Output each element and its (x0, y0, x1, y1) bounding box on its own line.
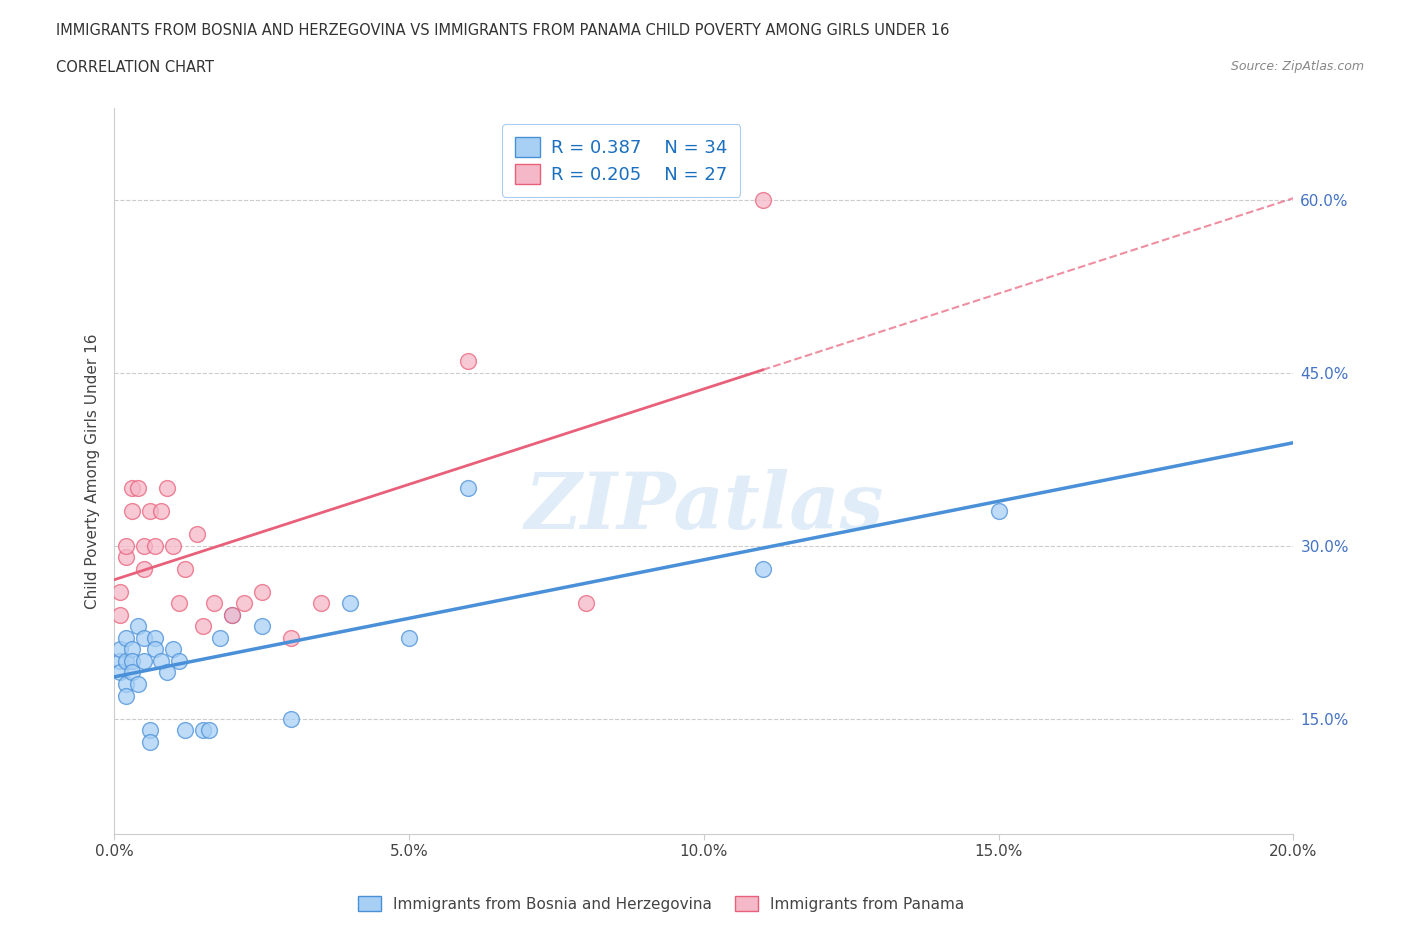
Point (150, 654, 173, 669)
Point (108, 665, 131, 680)
Point (339, 596, 361, 611)
Point (145, 642, 167, 657)
Point (138, 723, 160, 737)
Text: CORRELATION CHART: CORRELATION CHART (56, 60, 214, 75)
Point (150, 504, 173, 519)
Point (309, 596, 332, 611)
Point (132, 654, 155, 669)
Point (127, 481, 149, 496)
Point (221, 607, 243, 622)
Point (121, 654, 143, 669)
Point (121, 504, 143, 519)
Text: IMMIGRANTS FROM BOSNIA AND HERZEGOVINA VS IMMIGRANTS FROM PANAMA CHILD POVERTY A: IMMIGRANTS FROM BOSNIA AND HERZEGOVINA V… (56, 23, 949, 38)
Point (156, 665, 179, 680)
Point (457, 481, 479, 496)
Point (108, 654, 131, 669)
Point (132, 538, 155, 553)
Point (280, 711, 302, 726)
Point (108, 607, 131, 622)
Point (221, 607, 243, 622)
Point (115, 550, 138, 565)
Point (138, 734, 160, 749)
Point (167, 596, 190, 611)
Point (209, 631, 232, 645)
Point (197, 723, 219, 737)
Point (127, 619, 149, 634)
Point (145, 538, 167, 553)
Point (108, 584, 131, 599)
Point (167, 654, 190, 669)
Point (575, 596, 598, 611)
Point (108, 642, 131, 657)
Point (186, 526, 208, 541)
Point (121, 665, 143, 680)
Point (174, 723, 197, 737)
Point (162, 642, 184, 657)
Y-axis label: Child Poverty Among Girls Under 16: Child Poverty Among Girls Under 16 (86, 333, 100, 608)
Point (145, 631, 167, 645)
Point (250, 584, 273, 599)
Point (457, 354, 479, 369)
Point (987, 504, 1010, 519)
Point (232, 596, 254, 611)
Legend: R = 0.387    N = 34, R = 0.205    N = 27: R = 0.387 N = 34, R = 0.205 N = 27 (502, 125, 740, 196)
Point (398, 631, 420, 645)
Legend: Immigrants from Bosnia and Herzegovina, Immigrants from Panama: Immigrants from Bosnia and Herzegovina, … (352, 889, 970, 918)
Point (121, 642, 143, 657)
Point (115, 538, 138, 553)
Point (138, 504, 160, 519)
Point (115, 654, 138, 669)
Point (132, 562, 155, 577)
Point (162, 538, 184, 553)
Point (132, 631, 155, 645)
Point (156, 481, 179, 496)
Point (191, 619, 214, 634)
Point (174, 562, 197, 577)
Point (127, 677, 149, 692)
Point (115, 688, 138, 703)
Point (280, 631, 302, 645)
Point (250, 619, 273, 634)
Text: Source: ZipAtlas.com: Source: ZipAtlas.com (1230, 60, 1364, 73)
Point (115, 677, 138, 692)
Point (751, 193, 773, 207)
Point (191, 723, 214, 737)
Point (115, 631, 138, 645)
Point (121, 481, 143, 496)
Point (204, 596, 226, 611)
Text: ZIPatlas: ZIPatlas (524, 469, 883, 545)
Point (751, 562, 773, 577)
